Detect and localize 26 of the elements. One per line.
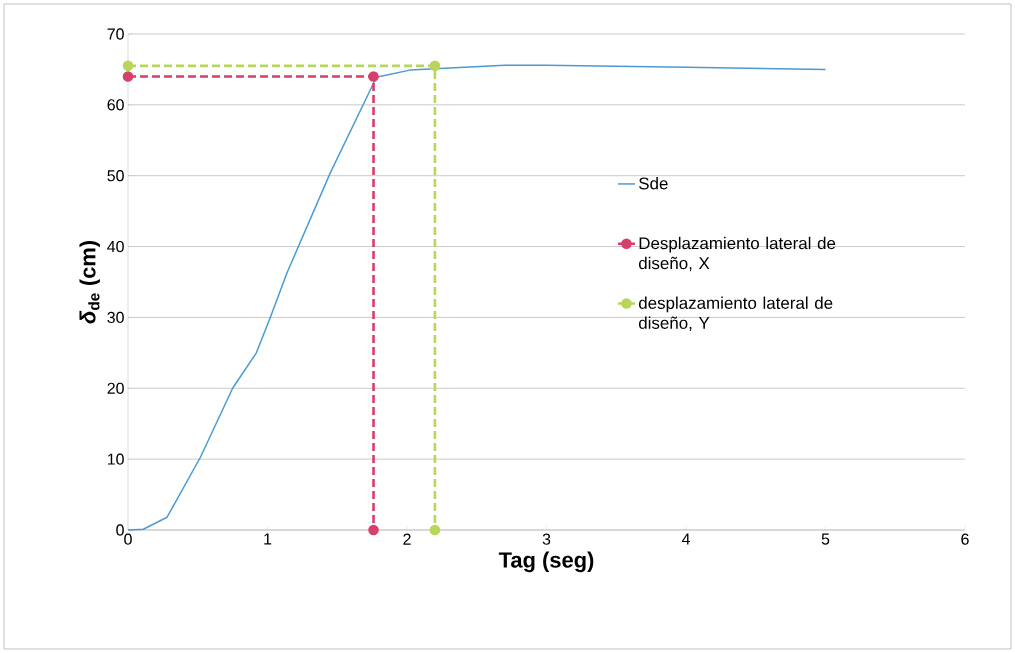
x-tick-label: 6 [961, 533, 969, 545]
point [429, 60, 441, 72]
x-axis-title: Tag (seg) [498, 551, 594, 573]
point [122, 60, 134, 72]
x-tick-label: 1 [264, 533, 272, 545]
x-tick-label: 4 [681, 533, 690, 545]
x-tick-label: 5 [821, 533, 830, 545]
point [122, 71, 134, 82]
y-tick-label: 30 [107, 311, 124, 324]
point [368, 524, 379, 536]
y-tick-label: 40 [107, 240, 124, 253]
x-tick-label: 2 [403, 533, 411, 545]
y-tick-label: 20 [107, 382, 124, 394]
legend-label: Sde [639, 177, 668, 190]
y-tick-label: 70 [107, 28, 124, 40]
y-tick-label: 0 [116, 524, 124, 536]
point [429, 524, 441, 536]
legend-label: Desplazamiento lateral de diseño, X [638, 236, 836, 272]
legend-label: desplazamiento lateral de diseño, Y [638, 296, 833, 331]
point [368, 71, 379, 82]
x-tick-label: 3 [542, 533, 551, 545]
y-tick-label: 50 [107, 170, 124, 182]
y-axis-title: δ$_{de}$ (cm) [79, 241, 100, 324]
x-tick-label: 0 [124, 533, 132, 545]
y-tick-label: 10 [107, 453, 124, 465]
y-tick-label: 60 [107, 99, 124, 111]
